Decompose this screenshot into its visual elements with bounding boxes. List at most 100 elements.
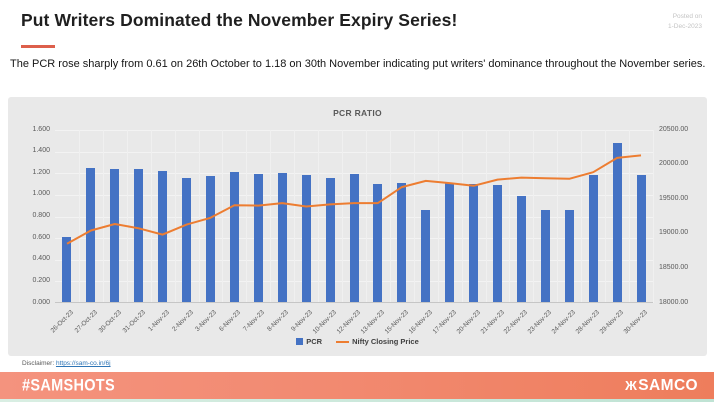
posted-on-value: 1-Dec-2023 bbox=[668, 22, 702, 30]
y-axis-right-label: 19000.00 bbox=[659, 229, 689, 237]
pcr-bar bbox=[182, 177, 192, 303]
y-axis-left-label: 0.400 bbox=[32, 255, 50, 263]
x-axis-label: 6-Nov-23 bbox=[218, 309, 243, 333]
vertical-gridline bbox=[533, 130, 535, 303]
x-axis-label: 21-Nov-23 bbox=[479, 309, 506, 336]
vertical-gridline bbox=[270, 130, 272, 303]
pcr-bar bbox=[373, 184, 383, 303]
pcr-bar bbox=[253, 174, 263, 303]
disclaimer-link[interactable]: https://sam-co.in/6j bbox=[55, 360, 111, 367]
x-axis-label: 1-Nov-23 bbox=[146, 309, 171, 333]
vertical-gridline bbox=[461, 130, 463, 303]
y-axis-right-label: 19500.00 bbox=[659, 194, 689, 202]
y-axis-right-label: 20000.00 bbox=[659, 160, 689, 168]
x-axis-label: 12-Nov-23 bbox=[335, 309, 362, 336]
x-axis-label: 30-Oct-23 bbox=[97, 309, 123, 335]
vertical-gridline bbox=[150, 130, 152, 303]
y-axis-left-label: 0.200 bbox=[32, 276, 50, 284]
x-axis-label: 8-Nov-23 bbox=[266, 309, 291, 333]
posted-on-label: Posted on bbox=[672, 13, 702, 20]
y-axis-left-label: 0.600 bbox=[32, 233, 50, 241]
x-axis-label: 26-Oct-23 bbox=[49, 309, 75, 335]
bottom-accent-strip bbox=[0, 399, 714, 402]
legend-item-nifty: Nifty Closing Price bbox=[336, 337, 419, 346]
y-axis-right-label: 20500.00 bbox=[659, 125, 689, 133]
x-axis-label: 23-Nov-23 bbox=[526, 309, 554, 336]
pcr-bar bbox=[229, 172, 239, 303]
page-title: Put Writers Dominated the November Expir… bbox=[21, 10, 458, 30]
vertical-gridline bbox=[198, 130, 200, 303]
vertical-gridline bbox=[413, 130, 415, 303]
pcr-bar bbox=[301, 175, 311, 303]
title-underline bbox=[21, 45, 55, 48]
y-axis-left-label: 1.400 bbox=[32, 147, 50, 155]
pcr-bar bbox=[588, 175, 598, 303]
x-axis-label: 13-Nov-23 bbox=[359, 309, 386, 336]
vertical-gridline bbox=[581, 130, 583, 303]
pcr-bar bbox=[86, 167, 96, 303]
pcr-bar bbox=[421, 210, 431, 303]
vertical-gridline bbox=[389, 130, 391, 303]
pcr-series-swatch-icon bbox=[296, 338, 304, 345]
x-axis-label: 16-Nov-23 bbox=[407, 309, 434, 336]
x-axis-label: 3-Nov-23 bbox=[194, 309, 219, 333]
vertical-gridline bbox=[318, 130, 320, 303]
pcr-bar bbox=[564, 210, 574, 303]
pcr-bar bbox=[349, 174, 359, 303]
chart-summary-text: The PCR rose sharply from 0.61 on 26th O… bbox=[10, 58, 706, 70]
pcr-bar bbox=[325, 177, 335, 303]
y-axis-left-label: 0.800 bbox=[32, 212, 50, 219]
pcr-bar bbox=[110, 168, 120, 303]
pcr-bar bbox=[612, 142, 622, 303]
vertical-gridline bbox=[126, 130, 128, 303]
pcr-bar bbox=[134, 168, 144, 303]
x-axis-label: 29-Nov-23 bbox=[598, 309, 626, 336]
x-axis-label: 30-Nov-23 bbox=[622, 309, 649, 336]
nifty-line bbox=[66, 154, 642, 245]
samco-logo-icon: Ж bbox=[625, 378, 638, 393]
x-axis-label: 24-Nov-23 bbox=[550, 309, 578, 336]
legend-item-pcr: PCR bbox=[296, 337, 322, 346]
vertical-gridline bbox=[437, 130, 439, 303]
pcr-bar bbox=[636, 175, 646, 303]
x-axis-label: 31-Oct-23 bbox=[121, 309, 147, 335]
x-axis-label: 15-Nov-23 bbox=[383, 309, 410, 336]
x-axis-label: 10-Nov-23 bbox=[311, 309, 339, 336]
pcr-bar bbox=[277, 173, 287, 303]
vertical-gridline bbox=[629, 130, 631, 303]
pcr-bar bbox=[469, 184, 479, 303]
vertical-gridline bbox=[246, 130, 248, 303]
vertical-gridline bbox=[605, 130, 607, 303]
pcr-bar bbox=[397, 182, 407, 303]
gridline bbox=[55, 173, 653, 175]
vertical-gridline bbox=[222, 130, 224, 303]
vertical-gridline bbox=[365, 130, 367, 303]
y-axis-left-label: 1.600 bbox=[32, 125, 50, 133]
vertical-gridline bbox=[174, 130, 176, 303]
pcr-bar bbox=[540, 210, 550, 303]
x-axis-label: 28-Nov-23 bbox=[574, 309, 602, 336]
pcr-bar bbox=[516, 195, 526, 303]
disclaimer-label: Disclaimer: bbox=[22, 360, 55, 367]
gridline bbox=[55, 151, 653, 153]
x-axis-label: 9-Nov-23 bbox=[290, 309, 315, 333]
vertical-gridline bbox=[485, 130, 487, 303]
legend-label-nifty: Nifty Closing Price bbox=[352, 337, 419, 346]
y-axis-right-label: 18000.00 bbox=[659, 298, 689, 306]
gridline bbox=[55, 130, 653, 131]
x-axis-label: 2-Nov-23 bbox=[170, 309, 195, 333]
x-axis-label: 7-Nov-23 bbox=[242, 309, 267, 333]
pcr-bar bbox=[493, 185, 503, 303]
legend-label-pcr: PCR bbox=[306, 337, 323, 346]
pcr-bar bbox=[158, 171, 168, 303]
pcr-chart: PCR RATIO PCR Nifty Closing Price 0.000 0… bbox=[8, 97, 707, 356]
samco-brand-name: SAMCO bbox=[638, 376, 698, 394]
x-axis-label: 27-Oct-23 bbox=[73, 309, 99, 335]
vertical-gridline bbox=[653, 130, 654, 303]
y-axis-left-label: 1.200 bbox=[32, 168, 50, 176]
y-axis-right-label: 18500.00 bbox=[659, 263, 689, 271]
y-axis-left-label: 1.000 bbox=[32, 190, 50, 198]
vertical-gridline bbox=[102, 130, 104, 303]
disclaimer: Disclaimer: https://sam-co.in/6j bbox=[22, 360, 111, 367]
samshots-hashtag: #SAMSHOTS bbox=[22, 376, 115, 395]
